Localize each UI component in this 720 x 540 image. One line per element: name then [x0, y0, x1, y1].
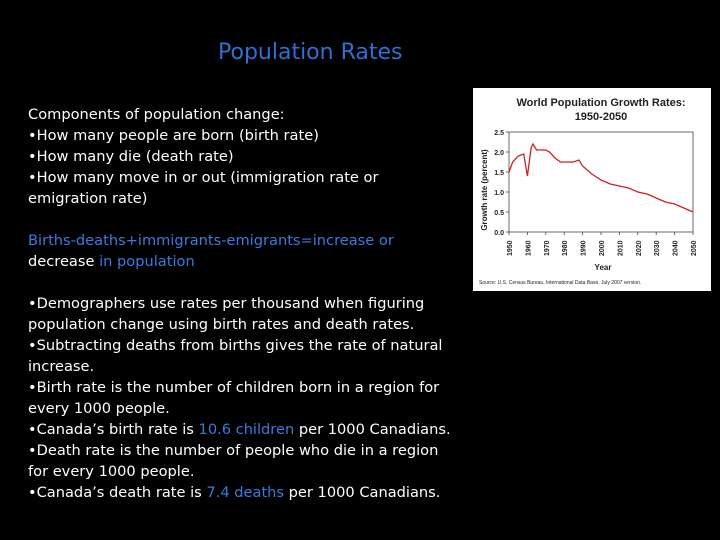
equation-in-population: in population: [94, 253, 195, 270]
x-tick-label: 1950: [507, 240, 514, 256]
bullet-text: •Canada’s death rate is: [28, 484, 207, 501]
bullet-death-rate-def: •Death rate is the number of people who …: [28, 442, 439, 480]
x-tick-label: 2030: [654, 240, 661, 256]
plot-frame: [508, 131, 694, 233]
x-tick-label: 2050: [691, 240, 698, 256]
x-tick-label: 2020: [636, 240, 643, 256]
x-tick-label: 2000: [599, 240, 606, 256]
chart-svg: World Population Growth Rates: 1950-2050…: [479, 97, 698, 286]
x-tick-label: 2010: [617, 240, 624, 256]
bullet-canada-death-rate: •Canada’s death rate is 7.4 deaths per 1…: [28, 482, 458, 503]
x-tick-label: 1980: [562, 240, 569, 256]
x-tick-label: 1990: [581, 240, 588, 256]
bullet-birth-rate-def: •Birth rate is the number of children bo…: [28, 379, 440, 417]
population-equation: Births-deaths+immigrants-emigrants=incre…: [28, 230, 458, 272]
x-tick-label: 1970: [544, 240, 551, 256]
slide-body: Components of population change: •How ma…: [28, 104, 458, 503]
equation-or: or: [374, 232, 394, 249]
component-item: •How many people are born (birth rate): [28, 127, 319, 144]
chart-ylabel: Growth rate (percent): [480, 149, 489, 231]
x-tick-label: 2040: [673, 240, 680, 256]
equation-part1: Births-deaths+immigrants-emigrants=incre…: [28, 232, 375, 249]
bullet-text: per 1000 Canadians.: [294, 421, 451, 438]
bullet-canada-birth-rate: •Canada’s birth rate is 10.6 children pe…: [28, 419, 458, 440]
chart-title: World Population Growth Rates:: [516, 97, 685, 109]
chart-source: Source: U.S. Census Bureau, Internationa…: [479, 280, 641, 286]
bullet-demographers: •Demographers use rates per thousand whe…: [28, 295, 425, 333]
chart-xlabel: Year: [595, 263, 612, 272]
y-tick-label: 0.5: [494, 210, 504, 217]
component-item: •How many move in or out (immigration ra…: [28, 169, 379, 207]
birth-rate-value: 10.6 children: [198, 421, 295, 438]
y-tick-label: 0.0: [494, 230, 504, 237]
y-tick-label: 1.5: [494, 170, 504, 177]
equation-part2: decrease: [28, 253, 95, 270]
y-tick-label: 2.5: [494, 130, 504, 137]
x-tick-label: 1960: [525, 240, 532, 256]
death-rate-value: 7.4 deaths: [206, 484, 285, 501]
y-tick-label: 1.0: [494, 190, 504, 197]
bullet-natural-increase: •Subtracting deaths from births gives th…: [28, 337, 443, 375]
bullet-text: •Canada’s birth rate is: [28, 421, 199, 438]
slide-title: Population Rates: [218, 40, 403, 65]
growth-rate-chart: World Population Growth Rates: 1950-2050…: [473, 88, 711, 291]
y-tick-label: 2.0: [494, 150, 504, 157]
chart-subtitle: 1950-2050: [575, 111, 628, 123]
components-heading: Components of population change:: [28, 106, 285, 123]
series-line: [508, 142, 694, 213]
bullet-text: per 1000 Canadians.: [284, 484, 441, 501]
component-item: •How many die (death rate): [28, 148, 234, 165]
